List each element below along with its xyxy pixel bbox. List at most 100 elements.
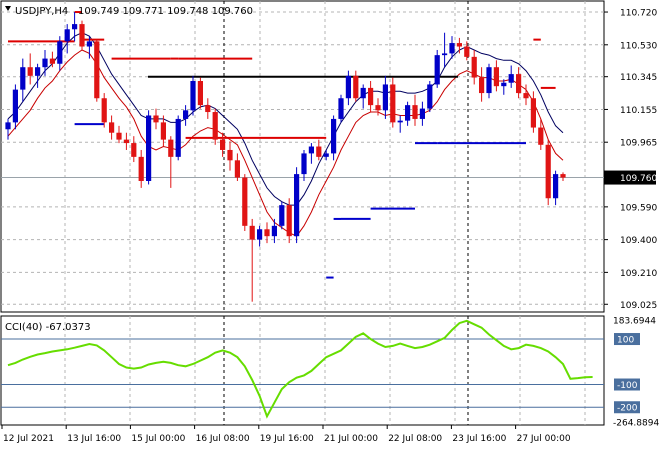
ohlc-values: 109.749 109.771 109.748 109.760 [78, 6, 253, 17]
candle-body [94, 41, 100, 99]
candle-body [523, 93, 529, 99]
time-tick-label: 27 Jul 00:00 [517, 434, 571, 444]
candle-body [308, 146, 314, 154]
cci-panel: 183.6944 100 -100 -200 -264.8894 CCI(40) -67… [0, 315, 659, 429]
candle-body [205, 105, 211, 113]
candle-body [479, 77, 485, 94]
candle-body [257, 229, 263, 240]
cci-tick-label: -100 [617, 381, 638, 391]
candle-body [79, 24, 85, 47]
candle-body [279, 205, 285, 226]
cci-series [7, 319, 593, 419]
candle-body [160, 122, 166, 140]
candle-body [183, 110, 189, 119]
main-overlays [7, 11, 564, 279]
time-tick-label: 13 Jul 16:00 [67, 434, 121, 444]
cci-grid [1, 316, 604, 425]
candle-body [212, 112, 218, 140]
price-tick-label: 110.345 [620, 73, 657, 83]
candle-body [294, 174, 300, 237]
candle-body [360, 87, 366, 99]
candle-body [12, 89, 18, 123]
candle-body [560, 174, 566, 178]
candle-body [190, 81, 196, 111]
candle-body [86, 41, 92, 47]
candle-body [390, 84, 396, 123]
candle-body [64, 29, 70, 42]
candle-body [72, 24, 78, 30]
candle-body [264, 229, 270, 237]
time-tick-label: 23 Jul 16:00 [452, 434, 506, 444]
candle-body [175, 118, 181, 157]
candle-body [123, 139, 129, 144]
candle-body [501, 82, 507, 87]
candle-body [20, 67, 26, 90]
candle-body [530, 98, 536, 128]
price-tick-label: 110.155 [620, 106, 657, 116]
price-tick-label: 110.530 [620, 41, 657, 51]
cci-level-box [614, 333, 640, 346]
time-tick-label: 16 Jul 08:00 [196, 434, 250, 444]
time-tick-label: 15 Jul 00:00 [131, 434, 185, 444]
price-tick-label: 109.590 [620, 203, 657, 213]
main-chart-panel: 110.720 110.530 110.345 110.155 109.965 109.7… [0, 0, 657, 313]
candle-body [57, 41, 63, 64]
cci-tick-label: -200 [617, 404, 638, 414]
candle-body [242, 177, 248, 226]
time-axis: 12 Jul 2021 13 Jul 16:00 15 Jul 00:00 16 Ju… [1, 425, 571, 444]
candles [5, 12, 566, 302]
candle-body [493, 67, 499, 87]
candle-body [131, 143, 137, 157]
candle-body [153, 115, 159, 123]
cci-label: CCI(40) -67.0373 [5, 322, 91, 333]
candle-body [419, 108, 425, 119]
candle-body [331, 118, 337, 154]
candle-body [382, 84, 388, 111]
time-tick-label: 19 Jul 16:00 [260, 434, 314, 444]
candle-body [353, 75, 359, 99]
candle-body [5, 122, 11, 130]
candle-body [427, 84, 433, 109]
dropdown-arrow-icon[interactable] [5, 6, 11, 11]
candle-body [27, 67, 33, 76]
time-tick-label: 21 Jul 00:00 [324, 434, 378, 444]
candle-body [442, 53, 448, 56]
candle-body [486, 67, 492, 94]
cci-line [7, 319, 593, 419]
candle-body [301, 153, 307, 175]
cci-tick-label: 100 [617, 336, 634, 346]
candle-body [42, 58, 48, 68]
fast-moving-average-line [7, 49, 564, 237]
candle-body [116, 132, 122, 140]
candle-body [316, 146, 322, 157]
cci-tick-label: 183.6944 [613, 317, 656, 327]
current-price-label: 109.760 [620, 174, 657, 184]
time-tick-label: 22 Jul 08:00 [388, 434, 442, 444]
candle-body [49, 58, 55, 64]
candle-body [449, 43, 455, 54]
price-tick-label: 109.400 [620, 236, 657, 246]
price-tick-label: 110.720 [620, 9, 657, 19]
candle-body [286, 205, 292, 237]
candle-body [508, 74, 514, 83]
candle-body [146, 115, 152, 181]
price-tick-label: 109.965 [620, 139, 657, 149]
candle-body [434, 55, 440, 85]
cci-plot-frame [0, 315, 605, 426]
cci-axis: 183.6944 100 -100 -200 -264.8894 [613, 317, 659, 429]
candle-body [471, 56, 477, 78]
candle-body [456, 43, 462, 47]
candle-body [168, 139, 174, 157]
candle-body [538, 127, 544, 145]
current-price-box [604, 170, 656, 185]
candle-body [368, 87, 374, 106]
candle-body [220, 139, 226, 150]
candle-body [138, 156, 144, 181]
price-axis: 110.720 110.530 110.345 110.155 109.965 109.7… [604, 9, 657, 311]
candle-body [249, 225, 255, 240]
candle-body [35, 67, 41, 76]
candle-body [545, 144, 551, 199]
cci-level-box [614, 401, 640, 414]
candle-body [197, 81, 203, 106]
